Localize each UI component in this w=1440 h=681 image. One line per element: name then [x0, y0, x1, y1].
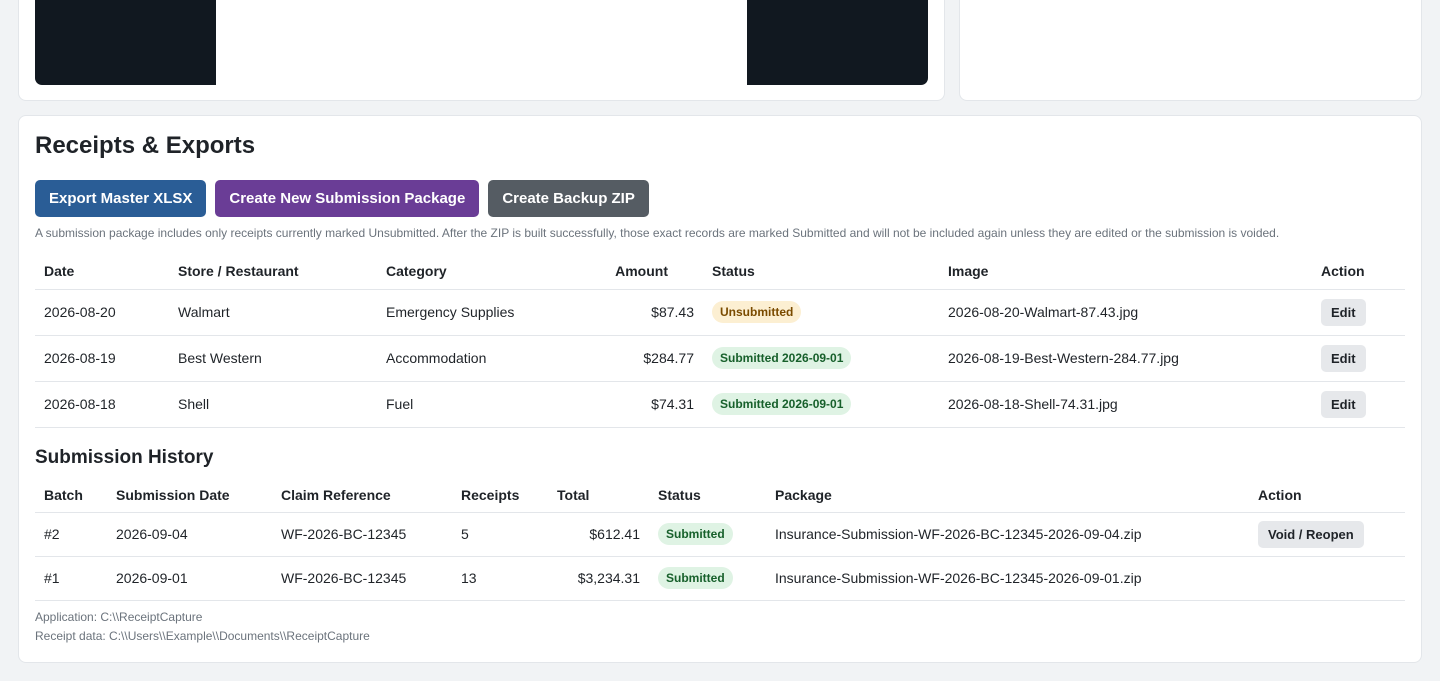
status-badge: Submitted 2026-09-01 [712, 393, 852, 415]
batch-status-cell: Submitted [649, 555, 766, 601]
receipt-data-path: Receipt data: C:\\Users\\Example\\Docume… [35, 629, 370, 643]
receipt-image: 2026-08-20-Walmart-87.43.jpg [939, 288, 1312, 335]
receipt-count: 5 [452, 511, 548, 556]
receipt-category: Emergency Supplies [377, 288, 537, 335]
col-submission-date: Submission Date [116, 486, 230, 503]
batch-number: #2 [35, 511, 107, 556]
receipt-status-cell: Submitted 2026-09-01 [703, 380, 939, 428]
edit-button[interactable]: Edit [1321, 390, 1366, 418]
receipt-amount: $284.77 [537, 334, 703, 381]
col-category: Category [386, 263, 447, 280]
void-reopen-button[interactable]: Void / Reopen [1258, 520, 1364, 548]
status-badge: Submitted [658, 523, 733, 545]
dark-panel-right [747, 0, 928, 85]
receipt-status-cell: Submitted 2026-09-01 [703, 334, 939, 381]
receipts-table: Date Store / Restaurant Category Amount … [35, 254, 1405, 428]
col-amount: Amount [615, 263, 668, 280]
receipt-date: 2026-08-20 [35, 288, 169, 335]
section-title: Receipts & Exports [35, 132, 256, 159]
col-batch: Batch [44, 486, 83, 503]
receipts-exports-card: Receipts & Exports Export Master XLSX Cr… [18, 115, 1422, 663]
status-badge: Submitted 2026-09-01 [712, 347, 852, 369]
col-claim-reference: Claim Reference [281, 486, 391, 503]
submission-date: 2026-09-01 [107, 555, 272, 601]
col-image: Image [948, 263, 989, 280]
package-filename: Insurance-Submission-WF-2026-BC-12345-20… [766, 511, 1249, 556]
receipt-category: Fuel [377, 380, 537, 428]
table-row: #1 2026-09-01 WF-2026-BC-12345 13 $3,234… [35, 555, 1405, 601]
batch-action-cell: Void / Reopen [1249, 511, 1405, 556]
receipt-count: 13 [452, 555, 548, 601]
col-status: Status [712, 263, 755, 280]
receipt-store: Shell [169, 380, 377, 428]
claim-reference: WF-2026-BC-12345 [272, 555, 452, 601]
table-row: 2026-08-18 Shell Fuel $74.31 Submitted 2… [35, 380, 1405, 428]
receipt-action-cell: Edit [1312, 334, 1405, 381]
receipt-image: 2026-08-19-Best-Western-284.77.jpg [939, 334, 1312, 381]
status-badge: Submitted [658, 567, 733, 589]
receipt-action-cell: Edit [1312, 380, 1405, 428]
col-store: Store / Restaurant [178, 263, 299, 280]
receipt-amount: $87.43 [537, 288, 703, 335]
create-backup-zip-button[interactable]: Create Backup ZIP [488, 180, 649, 217]
table-row: 2026-08-19 Best Western Accommodation $2… [35, 334, 1405, 381]
edit-button[interactable]: Edit [1321, 298, 1366, 326]
batch-number: #1 [35, 555, 107, 601]
top-right-card [959, 0, 1422, 101]
receipts-header-row: Date Store / Restaurant Category Amount … [35, 254, 1405, 289]
submission-history-title: Submission History [35, 447, 214, 468]
create-submission-package-button[interactable]: Create New Submission Package [215, 180, 480, 217]
receipt-store: Best Western [169, 334, 377, 381]
batch-total: $3,234.31 [548, 555, 649, 601]
col-package: Package [775, 486, 832, 503]
col-total: Total [557, 486, 590, 503]
top-left-card [18, 0, 945, 101]
receipt-date: 2026-08-18 [35, 380, 169, 428]
receipt-amount: $74.31 [537, 380, 703, 428]
col-action: Action [1321, 263, 1365, 280]
status-badge: Unsubmitted [712, 301, 802, 323]
export-master-xlsx-button[interactable]: Export Master XLSX [35, 180, 207, 217]
col-status: Status [658, 486, 701, 503]
receipt-store: Walmart [169, 288, 377, 335]
edit-button[interactable]: Edit [1321, 344, 1366, 372]
receipt-action-cell: Edit [1312, 288, 1405, 335]
export-button-row: Export Master XLSX Create New Submission… [35, 180, 649, 217]
package-filename: Insurance-Submission-WF-2026-BC-12345-20… [766, 555, 1249, 601]
claim-reference: WF-2026-BC-12345 [272, 511, 452, 556]
history-header-row: Batch Submission Date Claim Reference Re… [35, 478, 1405, 512]
batch-status-cell: Submitted [649, 511, 766, 556]
application-path: Application: C:\\ReceiptCapture [35, 610, 203, 624]
col-action: Action [1258, 486, 1302, 503]
batch-action-cell [1249, 555, 1405, 601]
dark-panel-left [35, 0, 216, 85]
receipt-status-cell: Unsubmitted [703, 288, 939, 335]
receipt-image: 2026-08-18-Shell-74.31.jpg [939, 380, 1312, 428]
submission-history-table: Batch Submission Date Claim Reference Re… [35, 478, 1405, 601]
receipt-category: Accommodation [377, 334, 537, 381]
submission-date: 2026-09-04 [107, 511, 272, 556]
batch-total: $612.41 [548, 511, 649, 556]
receipt-date: 2026-08-19 [35, 334, 169, 381]
table-row: #2 2026-09-04 WF-2026-BC-12345 5 $612.41… [35, 511, 1405, 556]
col-date: Date [44, 263, 75, 280]
submission-hint: A submission package includes only recei… [35, 226, 1280, 240]
table-row: 2026-08-20 Walmart Emergency Supplies $8… [35, 288, 1405, 335]
col-receipts: Receipts [461, 486, 520, 503]
